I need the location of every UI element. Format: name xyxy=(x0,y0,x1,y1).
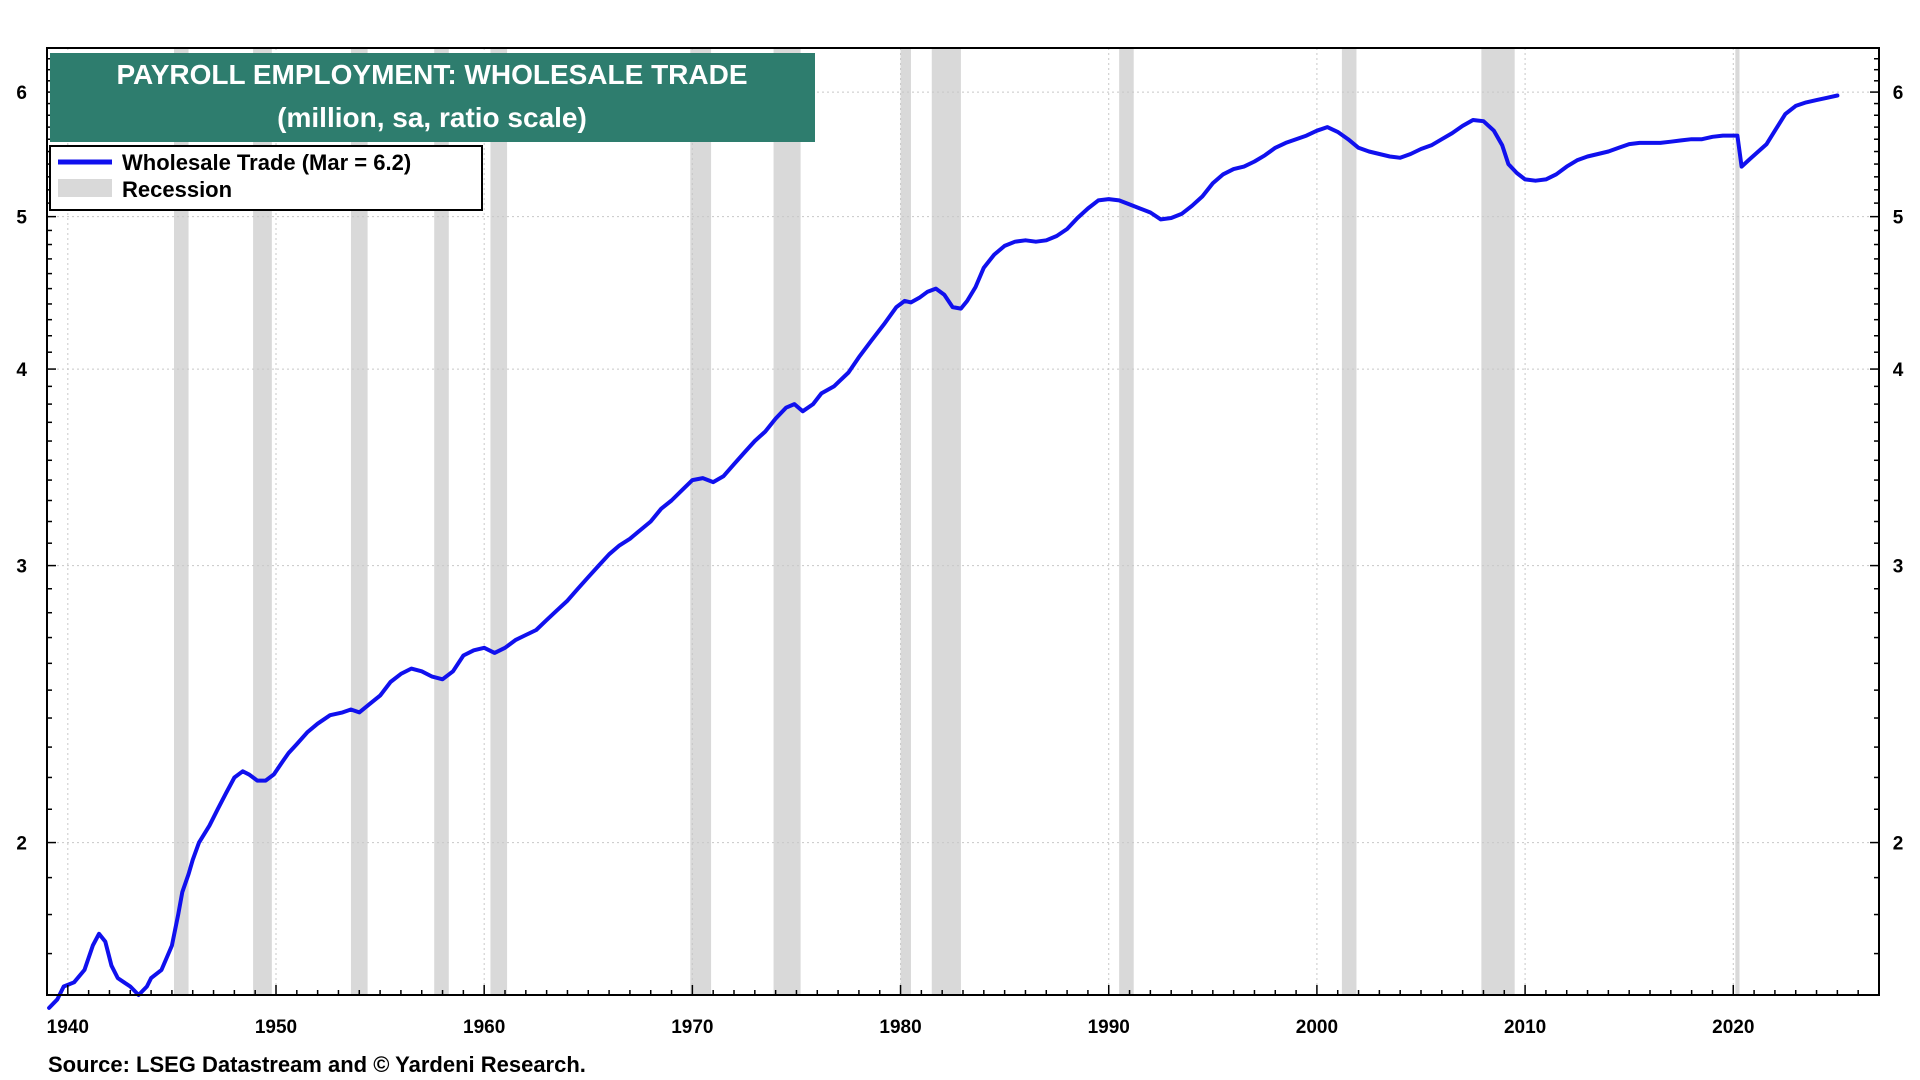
recession-band-5 xyxy=(690,48,712,995)
title-box: PAYROLL EMPLOYMENT: WHOLESALE TRADE (mil… xyxy=(50,53,815,142)
y-tick-label-right-1: 3 xyxy=(1893,557,1904,578)
series-lines xyxy=(47,93,1840,1010)
legend-box xyxy=(49,145,483,211)
recession-band-7 xyxy=(900,48,911,995)
y-tick-label-left-3: 5 xyxy=(16,208,27,229)
legend-label-recession: Recession xyxy=(122,177,232,202)
y-tick-label-right-3: 5 xyxy=(1893,208,1904,229)
legend: Wholesale Trade (Mar = 6.2) Recession xyxy=(49,145,483,211)
chart-subtitle: (million, sa, ratio scale) xyxy=(277,102,587,133)
x-tick-label-3: 1970 xyxy=(671,1017,713,1038)
recession-band-1 xyxy=(253,48,272,995)
x-tick-label-0: 1940 xyxy=(47,1017,89,1038)
recession-band-6 xyxy=(773,48,801,995)
title-background xyxy=(50,53,815,142)
y-tick-label-left-1: 3 xyxy=(16,557,27,578)
recession-band-0 xyxy=(173,48,189,995)
recession-band-9 xyxy=(1119,48,1134,995)
x-tick-label-2: 1960 xyxy=(463,1017,505,1038)
chart-title: PAYROLL EMPLOYMENT: WHOLESALE TRADE xyxy=(116,59,747,90)
y-tick-label-left-4: 6 xyxy=(16,83,27,104)
x-tick-label-4: 1980 xyxy=(879,1017,921,1038)
y-axis-right: 2 3 4 5 6 xyxy=(1870,47,1904,996)
y-tick-label-left-0: 2 xyxy=(16,834,27,855)
y-tick-label-right-2: 4 xyxy=(1893,360,1904,381)
x-tick-label-5: 1990 xyxy=(1088,1017,1130,1038)
recession-band-10 xyxy=(1341,48,1357,995)
y-tick-label-right-4: 6 xyxy=(1893,83,1904,104)
source-note: Source: LSEG Datastream and © Yardeni Re… xyxy=(48,1052,586,1077)
recession-band-12 xyxy=(1735,48,1740,995)
recession-band-8 xyxy=(931,48,961,995)
recession-band-2 xyxy=(350,48,368,995)
y-axis-left: 2 3 4 5 6 xyxy=(16,47,56,996)
recession-band-11 xyxy=(1481,48,1515,995)
y-tick-label-right-0: 2 xyxy=(1893,834,1904,855)
x-tick-label-7: 2010 xyxy=(1504,1017,1546,1038)
legend-label-wholesale: Wholesale Trade (Mar = 6.2) xyxy=(122,150,411,175)
x-tick-label-1: 1950 xyxy=(255,1017,297,1038)
legend-recession-swatch xyxy=(58,179,112,197)
x-tick-label-6: 2000 xyxy=(1296,1017,1338,1038)
recession-band-4 xyxy=(490,48,508,995)
series-line-wholesale-trade xyxy=(47,93,1840,1010)
x-axis: 1940 1950 1960 1970 1980 1990 2000 2010 2020 xyxy=(46,985,1880,1038)
y-tick-label-left-2: 4 xyxy=(16,360,27,381)
recession-band-3 xyxy=(434,48,449,995)
x-tick-label-8: 2020 xyxy=(1712,1017,1754,1038)
recession-bands xyxy=(173,48,1740,995)
